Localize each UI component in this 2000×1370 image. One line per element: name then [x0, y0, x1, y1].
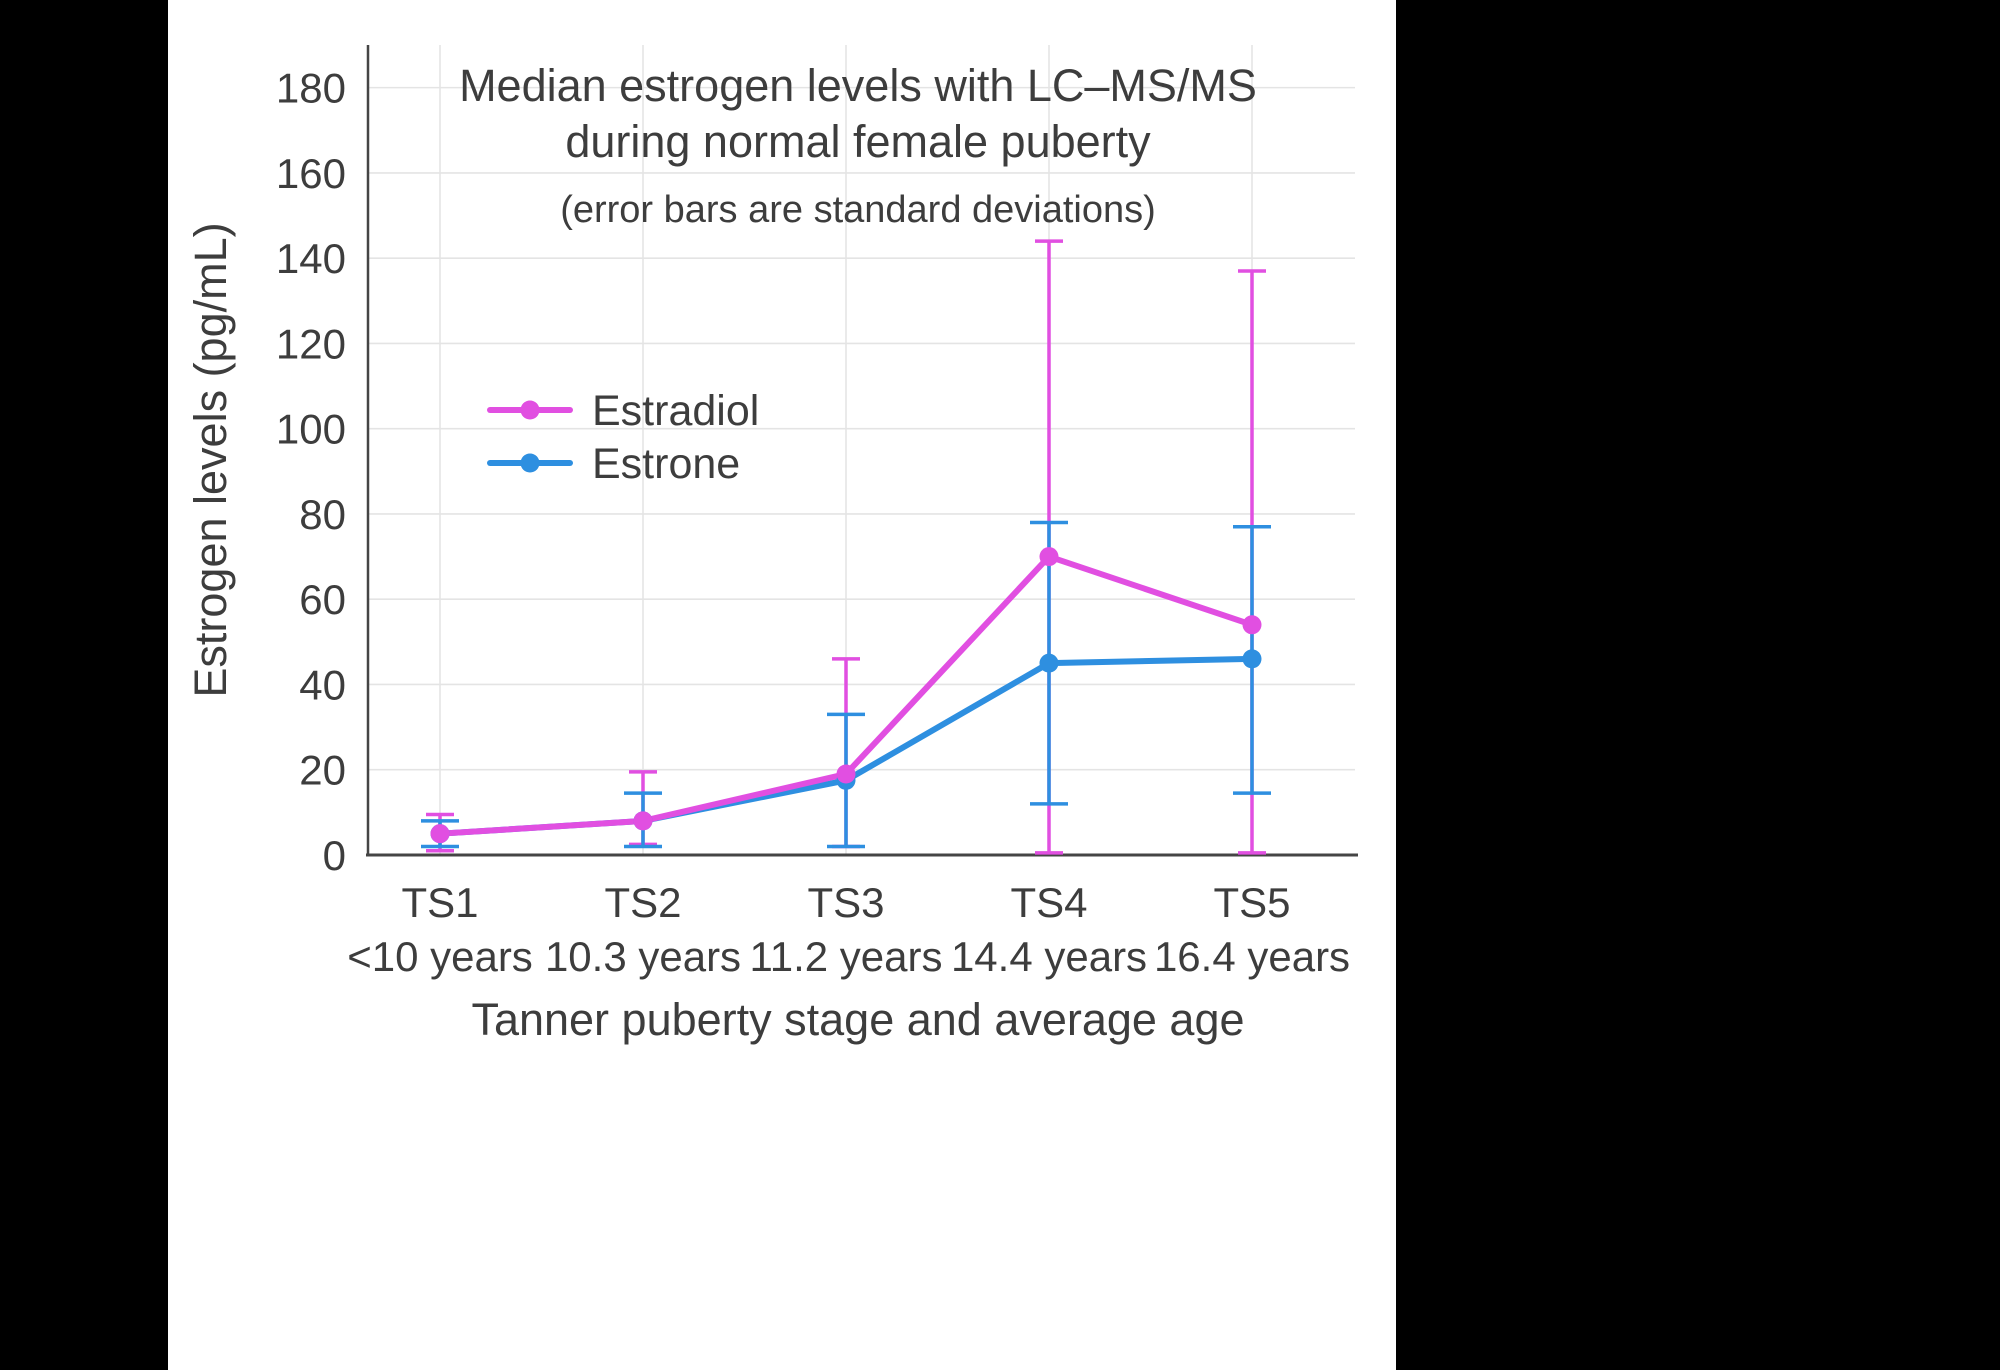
x-axis-title: Tanner puberty stage and average age: [471, 994, 1244, 1045]
error-bars: [421, 239, 1271, 855]
chart-title-line1: Median estrogen levels with LC–MS/MS: [459, 60, 1257, 111]
y-tick-label: 40: [299, 661, 346, 708]
tick-labels: 0 20 40 60 80 100 120 140 160 180 TS1 <10 years TS2 1…: [276, 65, 1350, 980]
x-tick-label-stage: TS3: [807, 879, 884, 926]
x-tick-label-age: 14.4 years: [951, 933, 1147, 980]
y-tick-label: 0: [323, 832, 346, 879]
y-tick-label: 20: [299, 747, 346, 794]
y-tick-label: 60: [299, 576, 346, 623]
legend-swatch-dot: [520, 400, 540, 420]
y-tick-label: 100: [276, 406, 346, 453]
marker-estradiol: [836, 764, 856, 784]
marker-estradiol: [430, 824, 450, 844]
marker-estradiol: [633, 811, 653, 831]
axes: [366, 45, 1358, 857]
x-tick-label-age: 10.3 years: [545, 933, 741, 980]
y-tick-label: 120: [276, 320, 346, 367]
marker-estradiol: [1242, 615, 1262, 635]
x-tick-label-age: 11.2 years: [750, 933, 943, 980]
y-tick-label: 180: [276, 65, 346, 112]
estrogen-line-chart: 0 20 40 60 80 100 120 140 160 180 TS1 <10 years TS2 1…: [185, 45, 1358, 1045]
chart-subtitle: (error bars are standard deviations): [560, 189, 1156, 231]
series-markers: [430, 547, 1262, 844]
y-tick-label: 140: [276, 235, 346, 282]
y-axis-title: Estrogen levels (pg/mL): [185, 222, 236, 697]
marker-estradiol: [1039, 547, 1059, 567]
legend-swatch-dot: [520, 453, 540, 473]
x-tick-label-stage: TS4: [1010, 879, 1087, 926]
chart-title-line2: during normal female puberty: [565, 116, 1151, 167]
legend-label-estradiol: Estradiol: [592, 387, 759, 435]
y-tick-label: 80: [299, 491, 346, 538]
x-tick-label-stage: TS2: [604, 879, 681, 926]
marker-estrone: [1242, 649, 1262, 669]
y-tick-label: 160: [276, 150, 346, 197]
chart-canvas: 0 20 40 60 80 100 120 140 160 180 TS1 <10 years TS2 1…: [168, 0, 1396, 1370]
x-tick-label-stage: TS1: [401, 879, 478, 926]
legend-swatches: [487, 400, 573, 473]
x-tick-label-age: 16.4 years: [1154, 933, 1350, 980]
marker-estrone: [1039, 653, 1059, 673]
x-tick-label-stage: TS5: [1213, 879, 1290, 926]
x-tick-label-age: <10 years: [347, 933, 533, 980]
legend-label-estrone: Estrone: [592, 440, 740, 488]
